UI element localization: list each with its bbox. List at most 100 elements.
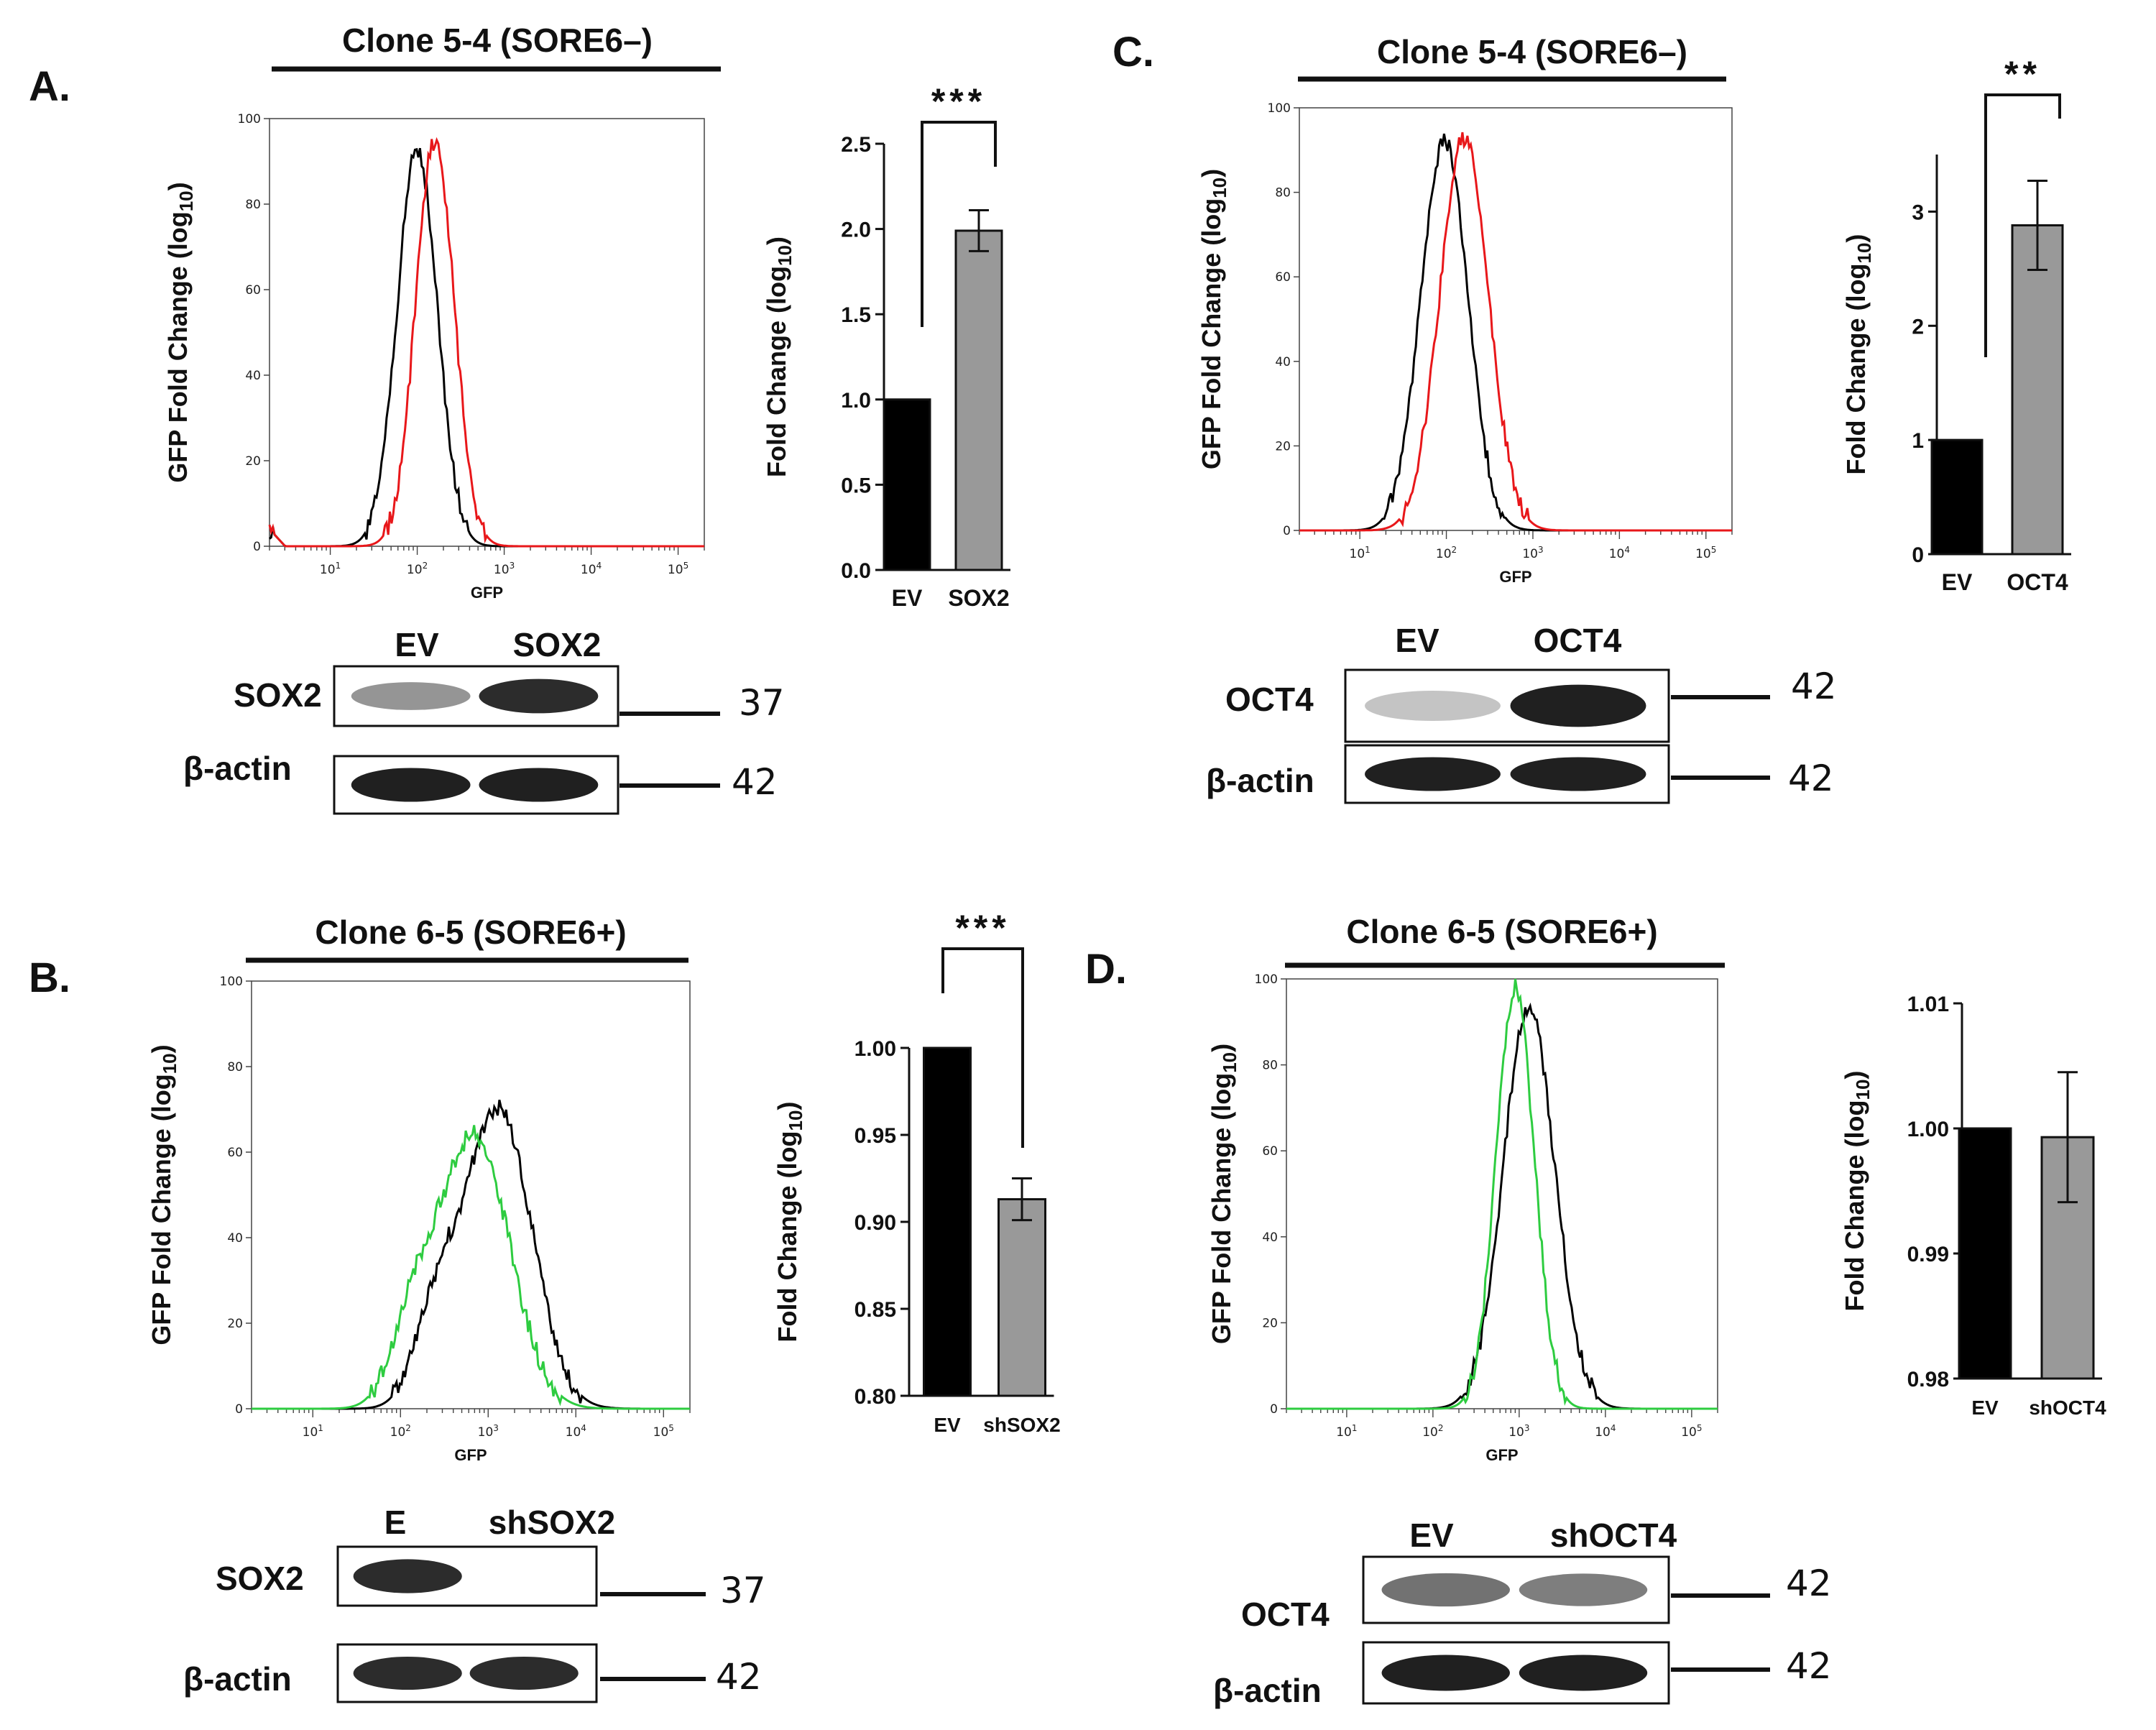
hist-c-series-oct4 (1299, 132, 1732, 532)
bar-c-category-label: OCT4 (2007, 569, 2068, 595)
bar-b-ytick-label: 0.85 (854, 1298, 896, 1322)
blot-d-protein-label: β-actin (1213, 1672, 1322, 1709)
blot-a-band (351, 768, 471, 802)
blot-d-band (1381, 1655, 1510, 1691)
hist-d-ytick-label: 60 (1262, 1144, 1278, 1159)
bar-a-ytick-label: 2.0 (841, 218, 871, 242)
hist-b-ytick-label: 20 (227, 1317, 243, 1331)
bar-c-bar-ev (1930, 438, 1984, 556)
blot-a-band (479, 768, 599, 802)
hist-a-ylabel: GFP Fold Change (log10) (163, 182, 197, 482)
hist-d-ytick-label: 20 (1262, 1316, 1278, 1330)
hist-c-ytick-label: 20 (1275, 439, 1291, 454)
hist-c-ytick-label: 100 (1268, 101, 1291, 116)
blot-b-band (469, 1656, 579, 1690)
hist-a-ytick-label: 20 (245, 454, 261, 469)
hist-d-ylabel: GFP Fold Change (log10) (1207, 1044, 1240, 1344)
panel-label-b: B. (29, 954, 70, 1001)
bar-a-significance-bracket (921, 121, 997, 327)
hist-b-ytick-label: 100 (220, 975, 243, 989)
hist-b-xtick-label: 102 (390, 1423, 411, 1440)
hist-a-xtick-label: 105 (668, 561, 688, 577)
blot-c-protein-label: β-actin (1206, 762, 1314, 799)
hist-d-xtick-label: 102 (1422, 1423, 1443, 1440)
hist-d-xtick-label: 105 (1681, 1423, 1702, 1440)
bar-b-category-label: shSOX2 (983, 1414, 1060, 1436)
hist-b-ytick-label: 80 (227, 1060, 243, 1075)
bar-b-ylabel: Fold Change (log10) (773, 1102, 806, 1343)
bar-a-ytick-label: 0.5 (841, 474, 871, 497)
hist-c-ytick-label: 80 (1275, 186, 1291, 201)
blot-b-protein-label: SOX2 (216, 1560, 304, 1597)
bar-c-ytick-label: 0 (1912, 543, 1924, 567)
bar-d-ytick-label: 1.00 (1907, 1118, 1949, 1141)
bar-a-bar-sox2 (954, 229, 1003, 571)
blot-d-lane-label: shOCT4 (1550, 1517, 1677, 1554)
bar-d-ytick-label: 0.98 (1907, 1368, 1949, 1391)
hist-b-ytick-label: 60 (227, 1146, 243, 1160)
bar-a-significance: *** (931, 81, 986, 121)
bar-d-bar-ev (1958, 1127, 2012, 1380)
blot-c-protein-label: OCT4 (1225, 681, 1314, 718)
hist-d-series-shoct4 (1286, 978, 1718, 1410)
hist-a-ytick-label: 40 (245, 369, 261, 383)
blot-a-band (479, 678, 599, 714)
blot-c-band (1510, 757, 1646, 791)
hist-b-ylabel: GFP Fold Change (log10) (147, 1044, 180, 1345)
panel-label-c: C. (1112, 29, 1154, 75)
hist-c-ylabel: GFP Fold Change (log10) (1197, 169, 1230, 469)
hist-c-xtick-label: 102 (1436, 545, 1457, 561)
bar-a-ytick-label: 0.0 (841, 559, 871, 583)
bar-b-bar-shsox2 (998, 1198, 1046, 1397)
blot-c-band (1510, 684, 1646, 727)
hist-a-ytick-label: 80 (245, 198, 261, 212)
blot-d-protein-label: OCT4 (1241, 1596, 1330, 1633)
hist-a-series-sox2 (268, 137, 704, 548)
hist-c-ytick-label: 60 (1275, 270, 1291, 285)
bar-c-category-label: EV (1942, 569, 1973, 595)
hist-c-xtick-label: 103 (1522, 545, 1543, 561)
hist-b-frame (251, 980, 691, 1409)
blot-a-protein-label: SOX2 (234, 676, 322, 714)
hist-a-ytick-label: 0 (253, 540, 261, 554)
hist-d-frame (1286, 978, 1718, 1409)
hist-d-title: Clone 6-5 (SORE6+) (1346, 913, 1657, 950)
bar-d-ytick-label: 0.99 (1907, 1243, 1949, 1266)
bar-b-ytick-label: 1.00 (854, 1037, 896, 1061)
hist-c-ytick-label: 0 (1283, 524, 1291, 538)
bar-c-ytick-label: 3 (1912, 201, 1924, 224)
blot-d-band (1381, 1573, 1510, 1607)
hist-b-ytick-label: 0 (235, 1402, 243, 1417)
blot-d-band (1519, 1573, 1648, 1606)
bar-c-ytick-label: 1 (1912, 429, 1924, 453)
hist-b-series-ev (252, 1099, 690, 1410)
blot-b-band (353, 1656, 462, 1690)
blot-c-kda-label: 42 (1791, 666, 1837, 707)
hist-a-ytick-label: 100 (238, 112, 261, 126)
blot-a-lane-label: EV (395, 626, 439, 663)
bar-b-ytick-label: 0.95 (854, 1124, 896, 1148)
bar-b-category-label: EV (934, 1414, 961, 1436)
hist-a-title: Clone 5-4 (SORE6–) (342, 22, 653, 59)
hist-a-series-ev (269, 147, 704, 548)
hist-c-frame (1299, 107, 1733, 531)
hist-b-xlabel: GFP (454, 1446, 487, 1464)
hist-d-ytick-label: 40 (1262, 1230, 1278, 1245)
hist-b-title: Clone 6-5 (SORE6+) (315, 914, 626, 951)
blot-d-kda-label: 42 (1786, 1645, 1832, 1687)
blot-b-kda-label: 37 (720, 1570, 766, 1611)
hist-b-xtick-label: 105 (653, 1423, 674, 1440)
hist-d-xtick-label: 101 (1336, 1423, 1357, 1440)
blot-c-kda-label: 42 (1788, 758, 1834, 799)
blot-c-lane-label: OCT4 (1534, 622, 1622, 659)
bar-b-bar-ev (923, 1046, 972, 1397)
hist-b-ytick-label: 40 (227, 1231, 243, 1246)
bar-a-ytick-label: 1.0 (841, 389, 871, 413)
bar-a-ylabel: Fold Change (log10) (762, 236, 796, 477)
bar-a-ytick-label: 2.5 (841, 133, 871, 157)
bar-d-category-label: EV (1971, 1397, 1999, 1419)
blot-d-kda-label: 42 (1786, 1563, 1832, 1604)
bar-a-category-label: EV (892, 585, 923, 611)
bar-c-significance: ** (2004, 54, 2041, 94)
